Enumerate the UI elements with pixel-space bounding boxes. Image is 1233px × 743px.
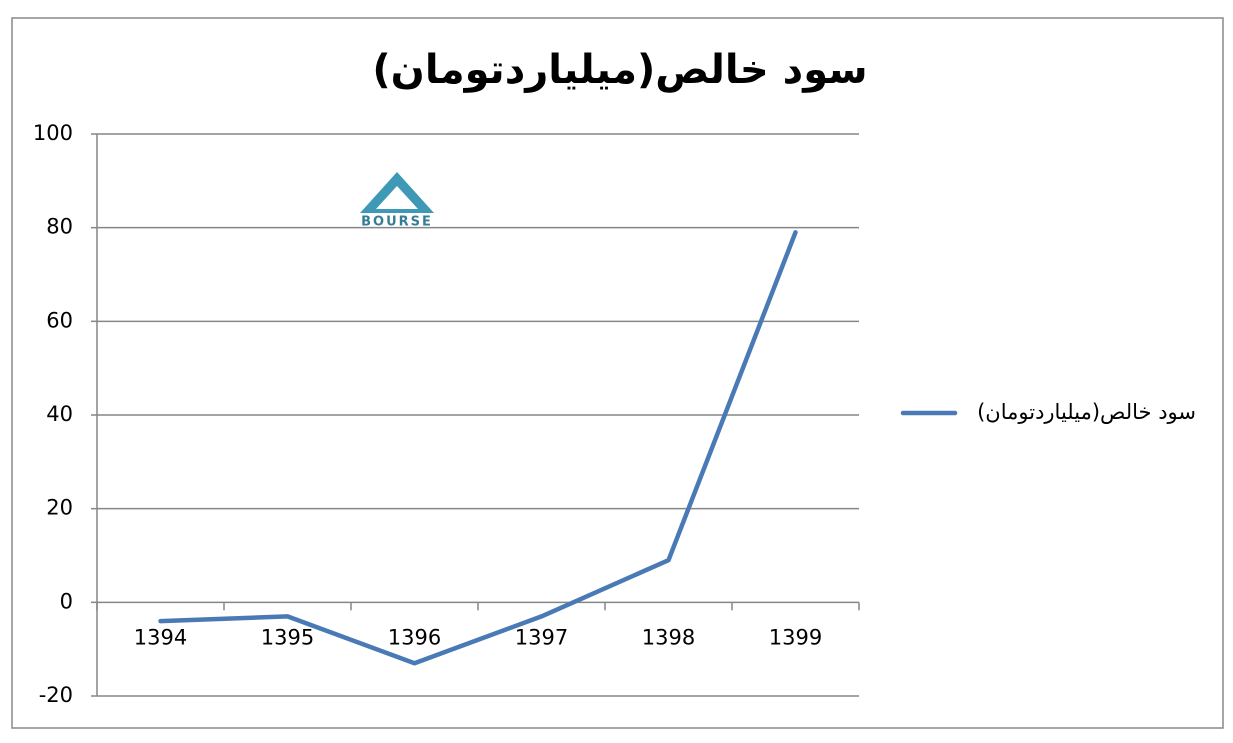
- y-tick-label: 100: [33, 121, 73, 145]
- y-tick-label: 80: [46, 215, 73, 239]
- y-tick-label: -20: [39, 683, 73, 707]
- x-tick-label: 1397: [515, 625, 568, 649]
- y-tick-label: 60: [46, 308, 73, 332]
- x-tick-label: 1399: [769, 625, 822, 649]
- data-line: [158, 230, 798, 666]
- watermark-text: BOURSE: [361, 215, 433, 230]
- y-tick-label: 0: [60, 589, 73, 613]
- watermark-logo: BOURSE: [360, 172, 434, 230]
- x-tick-label: 1398: [642, 625, 695, 649]
- x-tick-label: 1395: [261, 625, 314, 649]
- x-tick-label: 1396: [388, 625, 441, 649]
- chart-border: [11, 17, 1224, 729]
- x-tick-label: 1394: [134, 625, 187, 649]
- y-tick-label: 20: [46, 496, 73, 520]
- legend-label: سود خالص(میلیاردتومان): [977, 400, 1196, 424]
- y-tick-label: 40: [46, 402, 73, 426]
- chart-title: سود خالص(میلیاردتومان): [372, 47, 867, 93]
